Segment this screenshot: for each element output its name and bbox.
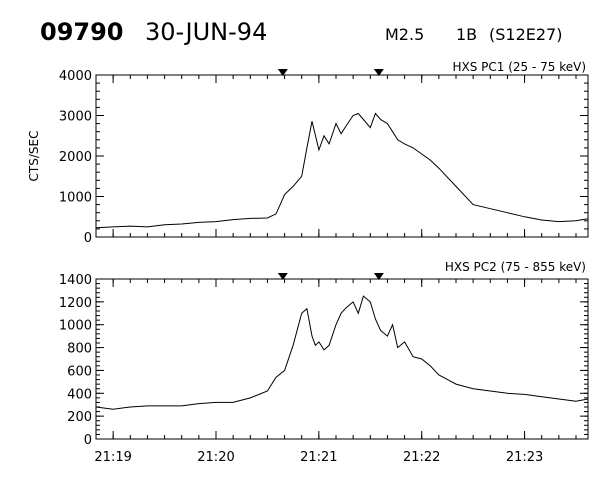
pc2-y-tick-label: 0 (84, 433, 92, 448)
x-tick-label: 21:23 (506, 450, 543, 465)
pc2-y-tick-label: 200 (67, 410, 92, 425)
pc2-time-marker (277, 273, 288, 280)
pc2-time-marker (373, 273, 384, 280)
flare-location: (S12E27) (489, 25, 562, 44)
pc1-y-axis-label: CTS/SEC (27, 131, 41, 182)
x-tick-label: 21:20 (197, 450, 234, 465)
pc2-title: HXS PC2 (75 - 855 keV) (445, 260, 586, 274)
pc2-y-tick-label: 800 (67, 342, 92, 357)
pc1-y-ticks: 0 1000 2000 3000 4000 (59, 69, 588, 246)
pc1-y-tick-label: 2000 (59, 150, 92, 165)
pc2-panel: HXS PC2 (75 - 855 keV) 0 200 400 600 800 1000… (59, 260, 589, 448)
event-id: 09790 (40, 18, 124, 46)
pc2-plot-frame (95, 278, 589, 440)
x-tick-label: 21:22 (403, 450, 440, 465)
x-axis-tick-labels: 21:19 21:20 21:21 21:22 21:23 (94, 450, 543, 465)
event-date: 30-JUN-94 (145, 18, 267, 46)
pc2-y-tick-label: 1200 (59, 296, 92, 311)
pc2-y-tick-label: 400 (67, 387, 92, 402)
goes-class: M2.5 (385, 25, 424, 44)
pc2-y-ticks: 0 200 400 600 800 1000 1200 1400 (59, 273, 588, 448)
pc2-x-ticks (95, 279, 577, 439)
pc1-time-marker (277, 69, 288, 76)
pc1-title: HXS PC1 (25 - 75 keV) (452, 60, 586, 74)
pc1-y-tick-label: 3000 (59, 110, 92, 125)
optical-class: 1B (456, 25, 477, 44)
pc1-time-marker (373, 69, 384, 76)
pc1-plot-frame (95, 74, 589, 238)
pc1-y-tick-label: 0 (84, 231, 92, 246)
pc2-series-line (95, 295, 589, 410)
x-tick-label: 21:19 (94, 450, 131, 465)
pc1-y-tick-label: 1000 (59, 191, 92, 206)
pc2-y-tick-label: 1400 (59, 273, 92, 288)
pc2-y-tick-label: 600 (67, 364, 92, 379)
x-tick-label: 21:21 (300, 450, 337, 465)
pc1-y-tick-label: 4000 (59, 69, 92, 84)
pc1-panel: HXS PC1 (25 - 75 keV) CTS/SEC 0 1000 2000 3… (27, 60, 589, 246)
pc1-series-line (95, 112, 589, 229)
pc2-y-tick-label: 1000 (59, 319, 92, 334)
pc1-x-ticks (95, 75, 577, 237)
pc2-markers (277, 273, 384, 280)
pc1-markers (277, 69, 384, 76)
